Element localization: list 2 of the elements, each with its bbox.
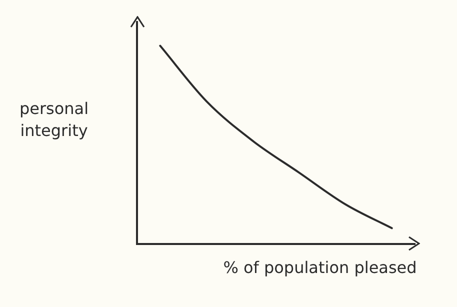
x-axis-title: % of population pleased: [222, 258, 418, 277]
y-axis-title: personal integrity: [18, 98, 90, 142]
